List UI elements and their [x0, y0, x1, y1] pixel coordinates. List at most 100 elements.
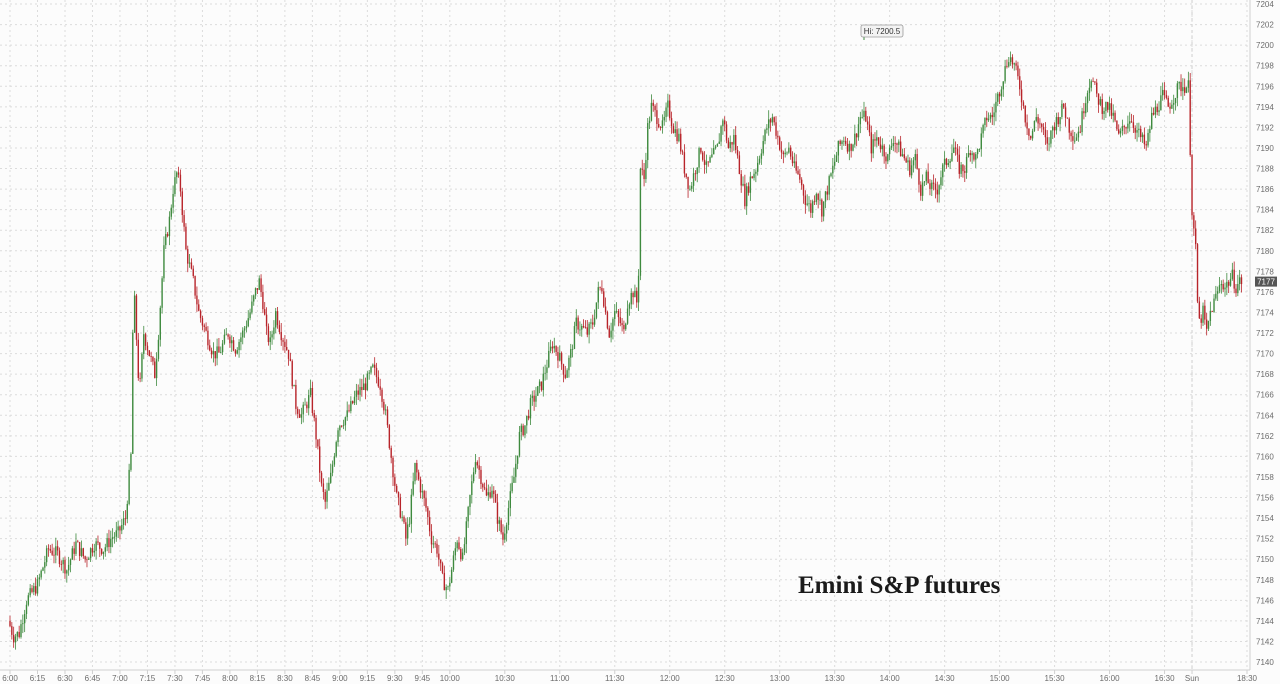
candle [1101, 93, 1103, 120]
candle [275, 307, 277, 334]
candle [1074, 131, 1076, 144]
candle [245, 320, 248, 333]
candle [1070, 130, 1072, 142]
candle [784, 148, 786, 158]
candle [454, 542, 457, 561]
candle [560, 351, 563, 370]
candle [1044, 122, 1047, 145]
y-tick-label: 7164 [1256, 411, 1274, 420]
candle [533, 390, 535, 411]
candle [1006, 59, 1008, 69]
candle [1090, 79, 1092, 92]
candle [300, 407, 303, 425]
candle [696, 167, 698, 183]
last-price-label: 7177 [1257, 278, 1275, 287]
candle [758, 155, 761, 165]
candle [302, 401, 304, 423]
candle [700, 147, 702, 155]
x-tick-label: 16:30 [1155, 674, 1176, 683]
candle [839, 139, 841, 146]
candle [593, 309, 596, 327]
candle [683, 144, 686, 178]
candle [564, 365, 566, 380]
candle [113, 532, 116, 544]
candle [284, 335, 286, 353]
candle [1209, 301, 1212, 326]
candle [476, 460, 479, 469]
candle [890, 138, 893, 151]
candle [384, 404, 387, 416]
candle [1169, 102, 1171, 114]
candle [406, 517, 409, 545]
candle [881, 138, 884, 157]
candle [331, 460, 334, 477]
candle [203, 323, 205, 333]
candle [746, 182, 748, 215]
candle [62, 557, 64, 574]
candle [654, 104, 656, 117]
x-tick-label: 15:00 [990, 674, 1011, 683]
candle [1194, 220, 1197, 250]
candle [725, 121, 728, 144]
candle [1085, 96, 1087, 117]
candle [214, 351, 216, 367]
candle [115, 521, 117, 542]
candle [1216, 286, 1219, 302]
candle [483, 482, 486, 491]
candle [157, 334, 160, 362]
candle [117, 520, 119, 539]
y-tick-label: 7152 [1256, 535, 1274, 544]
candle [267, 323, 270, 346]
x-tick-label: 8:45 [305, 674, 321, 683]
candle [18, 625, 20, 639]
x-tick-label: Sun [1185, 674, 1199, 683]
candle [207, 326, 209, 350]
candle [260, 274, 262, 298]
candle [278, 320, 281, 335]
candle [962, 164, 964, 178]
candle [804, 190, 807, 214]
candle [38, 573, 41, 587]
candle [603, 288, 605, 308]
candle [482, 482, 484, 492]
candle [749, 171, 752, 201]
candle [540, 381, 543, 392]
candle [687, 176, 689, 198]
candle [351, 400, 354, 405]
candle [1097, 93, 1100, 113]
candle [1033, 120, 1036, 132]
candle [315, 414, 317, 448]
candle [722, 118, 724, 135]
candle [910, 158, 913, 179]
candle [234, 349, 237, 357]
candle [232, 336, 235, 352]
candle [1138, 122, 1140, 138]
candle [489, 486, 491, 499]
candle [58, 547, 61, 568]
candle [119, 525, 121, 540]
candle [691, 181, 693, 192]
candle [194, 275, 196, 299]
candle [942, 162, 944, 186]
candle [570, 343, 572, 367]
candle [225, 327, 227, 336]
candle [967, 145, 970, 158]
candle [604, 297, 607, 315]
y-tick-label: 7196 [1256, 82, 1274, 91]
high-label-box [860, 24, 904, 38]
candle [436, 539, 438, 558]
candle [579, 321, 581, 337]
candle [170, 204, 172, 220]
candle [702, 150, 704, 162]
candle [993, 103, 995, 126]
candle [430, 524, 433, 553]
candle [242, 327, 244, 345]
candle [146, 342, 149, 356]
x-tick-label: 11:00 [550, 674, 570, 683]
candle [729, 135, 731, 153]
candle [1185, 86, 1188, 94]
candle [172, 185, 174, 214]
x-tick-label: 10:30 [495, 674, 516, 683]
candle [782, 150, 785, 164]
candle [177, 166, 180, 178]
